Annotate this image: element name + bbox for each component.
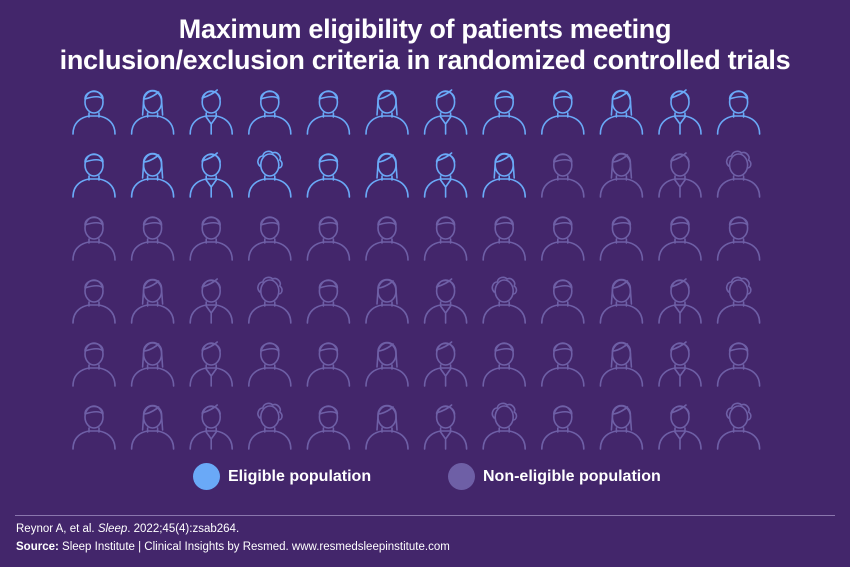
non-eligible-patient-icon <box>423 341 468 387</box>
footer-divider <box>15 515 835 516</box>
legend-item-non-eligible: Non-eligible population <box>448 463 661 490</box>
source-label: Source: <box>16 541 59 553</box>
non-eligible-patient-icon <box>365 341 409 387</box>
non-eligible-patient-icon <box>72 405 116 450</box>
non-eligible-patient-icon <box>540 153 585 198</box>
non-eligible-patient-icon <box>658 152 702 198</box>
chart-title: Maximum eligibility of patients meeting … <box>0 14 850 76</box>
non-eligible-patient-icon <box>72 216 116 261</box>
non-eligible-patient-icon <box>189 216 233 261</box>
non-eligible-patient-icon <box>599 216 644 261</box>
eligible-patient-icon <box>423 152 468 198</box>
non-eligible-patient-icon <box>658 278 702 324</box>
eligible-patient-icon <box>365 152 409 198</box>
non-eligible-patient-icon <box>365 404 409 450</box>
non-eligible-patient-icon <box>306 405 351 450</box>
non-eligible-patient-icon <box>189 404 233 450</box>
non-eligible-patient-icon <box>716 276 761 324</box>
eligible-patient-icon <box>247 150 292 198</box>
chart-title-line-2: inclusion/exclusion criteria in randomiz… <box>59 45 791 75</box>
non-eligible-patient-icon <box>482 402 527 450</box>
eligible-patient-icon <box>365 89 409 135</box>
non-eligible-patient-icon <box>247 402 292 450</box>
non-eligible-patient-icon <box>306 216 351 261</box>
non-eligible-patient-icon <box>658 404 702 450</box>
eligible-patient-icon <box>423 89 468 135</box>
eligible-patient-icon <box>189 152 233 198</box>
non-eligible-patient-icon <box>247 342 292 387</box>
legend-label-eligible: Eligible population <box>228 467 372 485</box>
non-eligible-patient-icon <box>716 150 761 198</box>
non-eligible-patient-icon <box>540 216 585 261</box>
non-eligible-patient-icon <box>72 279 116 324</box>
citation-prefix: Reynor A, et al. <box>16 523 98 535</box>
non-eligible-patient-icon <box>658 341 702 387</box>
non-eligible-patient-icon <box>247 216 292 261</box>
non-eligible-patient-icon <box>540 342 585 387</box>
source-text: Sleep Institute | Clinical Insights by R… <box>58 541 450 553</box>
eligible-patient-icon <box>72 153 116 198</box>
non-eligible-patient-icon <box>716 402 761 450</box>
eligible-patient-icon <box>540 90 585 135</box>
non-eligible-patient-icon <box>482 276 527 324</box>
non-eligible-patient-icon <box>716 342 761 387</box>
non-eligible-patient-icon <box>365 278 409 324</box>
non-eligible-patient-icon <box>306 342 351 387</box>
non-eligible-patient-icon <box>482 216 527 261</box>
non-eligible-patient-icon <box>540 405 585 450</box>
eligible-patient-icon <box>658 89 702 135</box>
eligible-patient-icon <box>130 152 175 198</box>
non-eligible-patient-icon <box>482 342 527 387</box>
non-eligible-patient-icon <box>130 404 175 450</box>
eligible-patient-icon <box>599 89 644 135</box>
citation-journal: Sleep <box>97 523 128 535</box>
legend-swatch-non-eligible <box>448 463 475 490</box>
legend: Eligible population Non-eligible populat… <box>0 463 850 495</box>
citation: Reynor A, et al. Sleep. 2022;45(4):zsab2… <box>16 523 239 535</box>
eligible-patient-icon <box>306 90 351 135</box>
legend-swatch-eligible <box>193 463 220 490</box>
non-eligible-patient-icon <box>540 279 585 324</box>
non-eligible-patient-icon <box>130 278 175 324</box>
non-eligible-patient-icon <box>189 278 233 324</box>
source-line: Source: Sleep Institute | Clinical Insig… <box>16 541 450 553</box>
eligible-patient-icon <box>130 89 175 135</box>
non-eligible-patient-icon <box>599 341 644 387</box>
eligible-patient-icon <box>189 89 233 135</box>
non-eligible-patient-icon <box>599 152 644 198</box>
eligible-patient-icon <box>247 90 292 135</box>
non-eligible-patient-icon <box>423 404 468 450</box>
non-eligible-patient-icon <box>599 404 644 450</box>
non-eligible-patient-icon <box>130 216 175 261</box>
non-eligible-patient-icon <box>658 216 702 261</box>
legend-label-non-eligible: Non-eligible population <box>483 467 661 485</box>
eligible-patient-icon <box>306 153 351 198</box>
citation-suffix: . 2022;45(4):zsab264. <box>127 523 240 535</box>
non-eligible-patient-icon <box>423 278 468 324</box>
legend-item-eligible: Eligible population <box>193 463 371 490</box>
non-eligible-patient-icon <box>189 341 233 387</box>
eligible-patient-icon <box>482 152 527 198</box>
non-eligible-patient-icon <box>247 276 292 324</box>
pictogram-grid <box>72 89 761 450</box>
non-eligible-patient-icon <box>423 216 468 261</box>
chart-title-line-1: Maximum eligibility of patients meeting <box>178 14 672 44</box>
eligible-patient-icon <box>716 90 761 135</box>
non-eligible-patient-icon <box>72 342 116 387</box>
non-eligible-patient-icon <box>365 216 409 261</box>
eligible-patient-icon <box>72 90 116 135</box>
non-eligible-patient-icon <box>306 279 351 324</box>
eligible-patient-icon <box>482 90 527 135</box>
non-eligible-patient-icon <box>716 216 761 261</box>
non-eligible-patient-icon <box>599 278 644 324</box>
non-eligible-patient-icon <box>130 341 175 387</box>
